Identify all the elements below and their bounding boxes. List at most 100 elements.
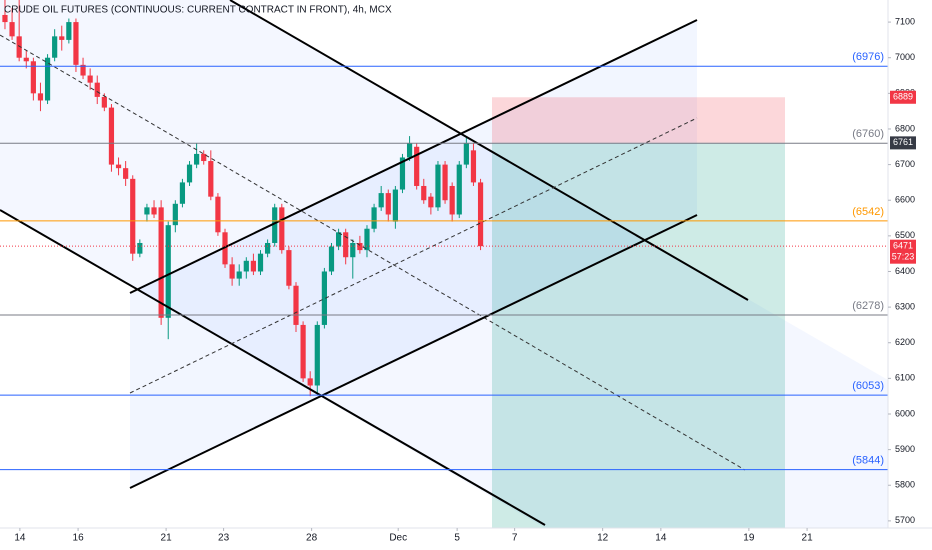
candle-body [463,143,469,165]
candle-body [194,153,200,165]
target-zone [492,142,785,528]
candle-body [378,193,384,208]
y-tick-label: 6400 [895,266,915,276]
down-channel-fill [0,0,888,528]
candle-body [44,57,51,101]
candle-body [385,193,391,215]
x-tick-label: 23 [218,533,230,544]
candle-body [314,324,320,386]
candle-body [307,378,313,386]
candle-body [130,178,136,254]
candle-body [9,22,15,37]
candle-body [399,157,406,190]
x-tick-label: 19 [743,533,755,544]
candle-body [343,232,349,258]
level-label: (6542) [852,206,884,218]
price-badge [890,136,916,150]
candle-body [435,164,441,208]
candle-body [108,107,115,165]
stop-zone [492,97,785,143]
candle-body [357,242,363,251]
candle-body [101,96,107,108]
trend-midline [129,117,698,394]
candle-body [321,271,327,325]
x-tick-label: 14 [655,533,667,544]
y-tick-label: 6600 [895,195,915,205]
candle-body [137,242,143,254]
candle-body [16,36,22,58]
x-tick-label: Dec [389,533,407,544]
countdown-label: 57:23 [892,252,915,262]
trend-line [0,209,546,526]
candle-body [335,232,342,247]
level-label: (6976) [852,51,884,63]
up-channel-fill [130,20,697,488]
candle-body [30,61,36,94]
candle-body [37,93,44,101]
y-tick-label: 5700 [895,515,915,525]
candle-body [123,168,129,179]
candle-body [158,207,164,318]
level-label: (5844) [852,454,884,466]
x-tick-label: 7 [512,533,518,544]
x-tick-label: 5 [454,533,460,544]
trend-lines [0,0,749,526]
candle-body [229,264,235,279]
candle-body [272,207,278,243]
y-tick-label: 5800 [895,480,915,490]
x-tick-label: 28 [306,533,318,544]
y-tick-label: 6300 [895,301,915,311]
candle-body [328,246,335,272]
y-tick-label: 6200 [895,337,915,347]
y-tick-label: 5900 [895,444,915,454]
price-badge-label: 6471 [893,241,913,251]
candle-body [87,75,93,83]
candle-body [215,196,221,233]
x-tick-label: 12 [597,533,609,544]
candle-body [449,185,455,215]
candle-body [470,150,477,183]
x-tick-label: 21 [161,533,173,544]
y-tick-label: 6000 [895,408,915,418]
candle-body [179,182,186,204]
y-tick-label: 6500 [895,230,915,240]
level-label: (6278) [852,300,884,312]
price-badge-label: 6889 [893,92,913,102]
candle-body [59,36,65,40]
candle-body [66,22,72,40]
price-badge-label: 6761 [893,137,913,147]
candle-body [279,207,285,251]
candle-body [201,153,207,162]
y-tick-label: 6800 [895,123,915,133]
candle-body [371,207,377,229]
candle-body [456,164,462,215]
candle-body [2,14,8,23]
candle-body [23,57,29,62]
candle-body [115,164,122,169]
y-tick-label: 7100 [895,16,915,26]
level-label: (6760) [852,128,884,140]
candle-body [208,161,214,197]
y-tick-label: 7000 [895,52,915,62]
candle-body [186,164,193,183]
price-badge [890,90,916,104]
candle-body [477,182,484,247]
x-tick-label: 16 [73,533,85,544]
chart-title: CRUDE OIL FUTURES (CONTINUOUS: CURRENT C… [4,5,392,16]
y-tick-label: 6700 [895,159,915,169]
candle-body [293,285,299,325]
candle-body [428,196,434,208]
candle-body [364,228,370,251]
price-badge [890,239,916,264]
candle-body [392,189,398,222]
candle-body [350,242,356,258]
trend-line [129,19,698,294]
trend-midline [0,34,746,471]
y-tick-label: 6100 [895,373,915,383]
candle-body [250,260,257,272]
level-label: (6053) [852,380,884,392]
candle-body [165,225,171,318]
candle-body [80,64,86,76]
candle-body [421,185,427,201]
